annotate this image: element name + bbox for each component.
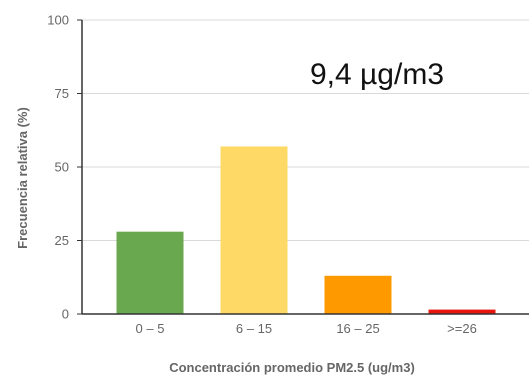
y-tick-label: 100 bbox=[47, 13, 69, 28]
axes bbox=[77, 19, 529, 315]
bar bbox=[220, 146, 288, 314]
y-axis-title: Frecuencia relativa (%) bbox=[15, 107, 30, 249]
x-tick-label: >=26 bbox=[447, 321, 477, 336]
grid-lines bbox=[82, 19, 529, 241]
y-tick-labels: 0 25 50 75 100 bbox=[47, 13, 69, 322]
x-tick-label: 6 – 15 bbox=[236, 321, 272, 336]
y-tick-label: 75 bbox=[55, 86, 69, 101]
x-tick-label: 0 – 5 bbox=[136, 321, 165, 336]
y-tick-label: 50 bbox=[55, 160, 69, 175]
x-axis-title: Concentración promedio PM2.5 (ug/m3) bbox=[169, 360, 415, 375]
bar bbox=[324, 275, 392, 314]
x-tick-labels: 0 – 5 6 – 15 16 – 25 >=26 bbox=[136, 321, 477, 336]
y-tick-label: 0 bbox=[62, 307, 69, 322]
x-tick-label: 16 – 25 bbox=[336, 321, 379, 336]
mean-annotation: 9,4 µg/m3 bbox=[310, 58, 444, 91]
bar bbox=[116, 231, 184, 314]
bar bbox=[428, 309, 496, 314]
bars bbox=[116, 146, 496, 314]
y-tick-label: 25 bbox=[55, 233, 69, 248]
